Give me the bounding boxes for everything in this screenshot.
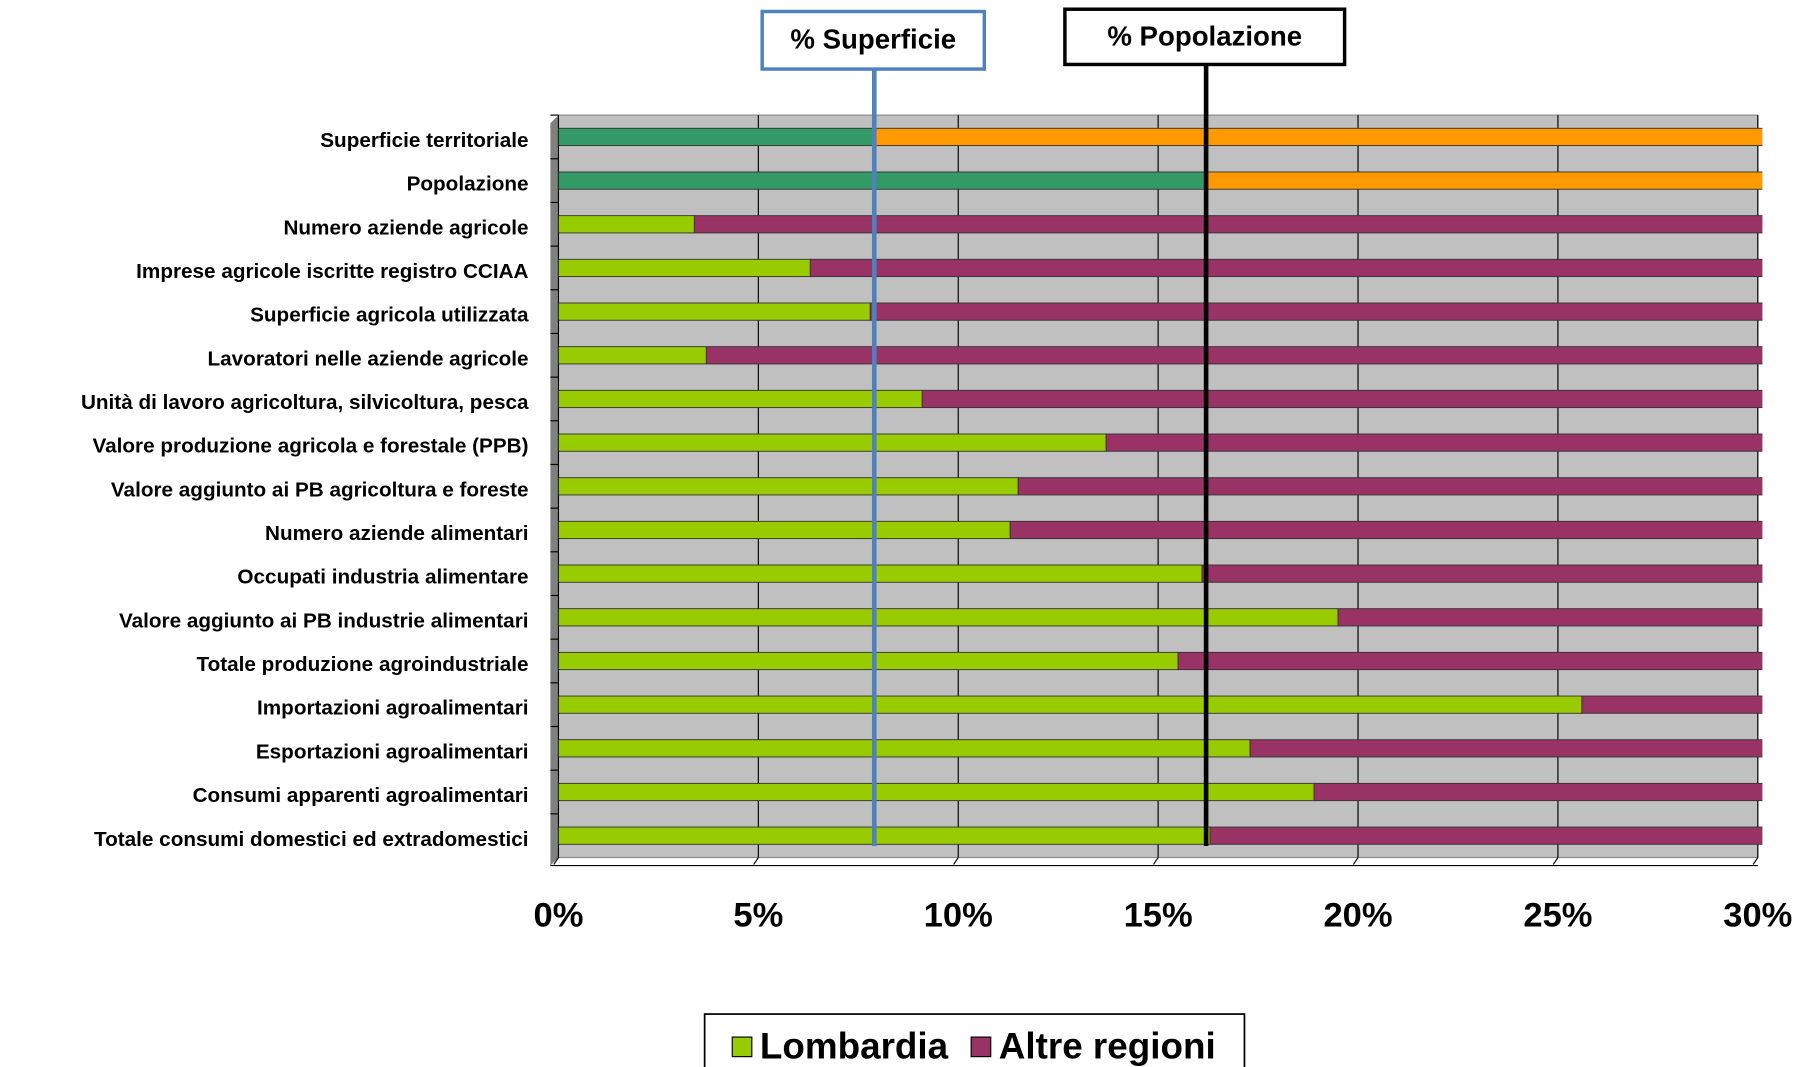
- x-tick-label: 15%: [1124, 896, 1193, 934]
- bar-segment: [1313, 782, 1763, 802]
- bar-segment: [809, 258, 1763, 278]
- tick-mark: [1552, 857, 1559, 865]
- category-label: Valore produzione agricola e forestale (…: [92, 435, 528, 458]
- bar-segment: [558, 520, 1011, 540]
- category-label: Numero aziende alimentari: [265, 522, 528, 545]
- bar-segment: [705, 346, 1763, 365]
- category-label: Totale produzione agroindustriale: [196, 653, 528, 676]
- bar-segment: [558, 564, 1203, 583]
- tick-mark: [1352, 857, 1359, 865]
- category-label: Superficie agricola utilizzata: [250, 304, 529, 327]
- x-tick-label: 30%: [1723, 896, 1792, 934]
- category-label: Lavoratori nelle aziende agricole: [208, 347, 529, 370]
- x-tick-label: 5%: [733, 896, 783, 934]
- x-tick-label: 20%: [1323, 896, 1392, 934]
- bar-segment: [1249, 739, 1763, 758]
- legend-swatch: [970, 1036, 992, 1058]
- reference-label: % Popolazione: [1107, 20, 1302, 51]
- bar-segment: [1009, 520, 1763, 540]
- x-tick-label: 10%: [924, 896, 993, 934]
- category-label: Totale consumi domestici ed extradomesti…: [94, 828, 529, 851]
- bar-segment: [1209, 826, 1763, 845]
- bar-segment: [558, 739, 1251, 758]
- category-label: Valore aggiunto ai PB agricoltura e fore…: [111, 478, 529, 501]
- tick-mark: [1153, 857, 1159, 865]
- bar-segment: [558, 127, 875, 147]
- category-label: Valore aggiunto ai PB industrie alimenta…: [119, 609, 529, 632]
- x-tick-label: 25%: [1523, 896, 1592, 934]
- category-label: Superficie territoriale: [320, 129, 528, 152]
- reference-box: [1063, 7, 1347, 67]
- bar-segment: [558, 258, 811, 278]
- tick-mark: [953, 857, 959, 865]
- legend-swatch: [731, 1036, 753, 1058]
- category-label: Numero aziende agricole: [283, 216, 528, 239]
- bar-segment: [873, 127, 1763, 147]
- bar-segment: [1205, 171, 1763, 190]
- x-tick-label: 0%: [534, 896, 584, 934]
- bar-segment: [558, 782, 1315, 802]
- bar-segment: [558, 608, 1339, 627]
- legend-label: Lombardia: [760, 1025, 949, 1066]
- tick-mark: [753, 857, 759, 865]
- bar-segment: [693, 215, 1763, 234]
- bar-segment: [558, 171, 1207, 190]
- bar-segment: [558, 346, 707, 365]
- tick-mark: [553, 857, 559, 865]
- tick-mark: [1752, 857, 1759, 865]
- legend-label: Altre regioni: [999, 1025, 1216, 1066]
- bar-segment: [558, 826, 1211, 845]
- reference-label: % Superficie: [790, 24, 956, 55]
- bar-segment: [1177, 651, 1763, 671]
- bar-segment: [558, 477, 1019, 496]
- category-label: Popolazione: [407, 173, 529, 196]
- category-label: Unità di lavoro agricoltura, silvicoltur…: [81, 391, 529, 414]
- bar-segment: [558, 695, 1583, 714]
- category-label: Importazioni agroalimentari: [257, 697, 529, 720]
- bar-segment: [558, 651, 1179, 671]
- reference-box: [760, 9, 987, 71]
- category-label: Imprese agricole iscritte registro CCIAA: [136, 260, 528, 283]
- bar-segment: [558, 389, 923, 409]
- plot-wall: [550, 115, 559, 866]
- bar-segment: [869, 302, 1763, 321]
- bar-segment: [558, 302, 871, 321]
- legend-box: [703, 1013, 1246, 1067]
- bar-segment: [1105, 433, 1763, 452]
- bar-segment: [1201, 564, 1763, 583]
- bar-segment: [1581, 695, 1763, 714]
- bar-segment: [558, 433, 1107, 452]
- bar-segment: [921, 389, 1763, 409]
- bar-segment: [1337, 608, 1763, 627]
- bar-segment: [1017, 477, 1763, 496]
- category-label: Esportazioni agroalimentari: [256, 740, 529, 763]
- bar-segment: [558, 215, 695, 234]
- category-label: Occupati industria alimentare: [237, 566, 528, 589]
- category-label: Consumi apparenti agroalimentari: [193, 784, 529, 807]
